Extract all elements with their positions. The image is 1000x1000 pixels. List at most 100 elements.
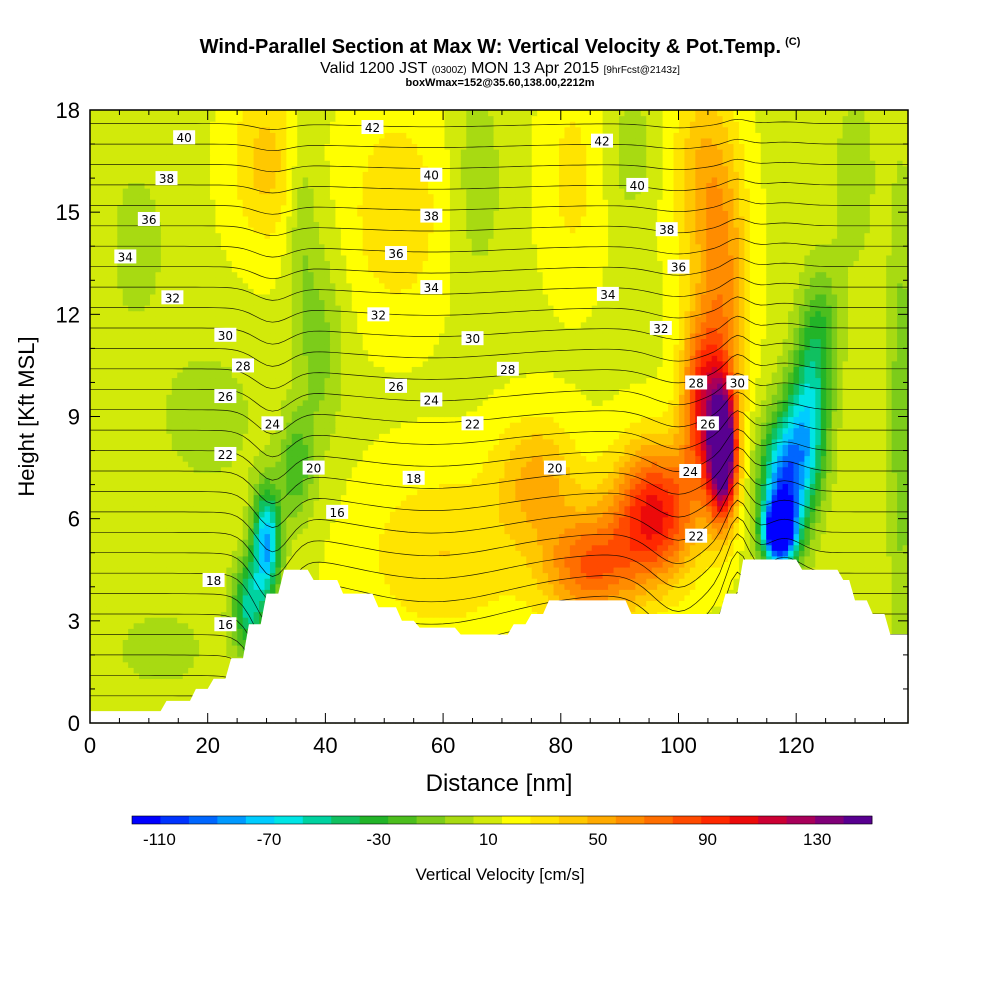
contour-label-box: [114, 249, 137, 264]
contour-label: 36: [671, 261, 686, 275]
contour-label: 18: [406, 472, 421, 486]
contour-label-box: [385, 246, 408, 261]
x-tick-label: 80: [549, 733, 573, 758]
contour-label-box: [649, 320, 672, 335]
contour-label: 32: [653, 322, 668, 336]
colorbar-swatch: [786, 816, 816, 824]
colorbar-swatch: [615, 816, 645, 824]
contour-label-box: [626, 177, 649, 192]
terrain-mask: [90, 559, 908, 723]
contour-label-box: [590, 133, 613, 148]
contour-label-box: [302, 460, 325, 475]
contour-label: 42: [365, 121, 380, 135]
contour-label: 26: [700, 417, 715, 431]
chart-subtitle: Valid 1200 JST (0300Z) MON 13 Apr 2015 […: [0, 60, 1000, 78]
y-tick-label: 15: [56, 200, 80, 225]
colorbar-tick-label: 10: [479, 830, 498, 849]
contour-label-box: [420, 392, 443, 407]
contour-label-box: [214, 446, 237, 461]
forecast-info: [9hrFcst@2143z]: [603, 65, 680, 76]
contour-label-box: [420, 167, 443, 182]
colorbar-swatch: [217, 816, 247, 824]
colorbar-swatch: [587, 816, 617, 824]
contour-label-box: [137, 211, 160, 226]
colorbar-swatch: [160, 816, 190, 824]
contour-label-box: [214, 617, 237, 632]
colorbar-tick-label: 50: [588, 830, 607, 849]
colorbar-swatch: [530, 816, 560, 824]
y-tick-label: 18: [56, 98, 80, 123]
colorbar-swatch: [815, 816, 844, 824]
contour-label-box: [726, 375, 749, 390]
colorbar-swatch: [729, 816, 759, 824]
colorbar-swatch: [758, 816, 788, 824]
contour-label: 38: [159, 172, 174, 186]
x-tick-label: 20: [195, 733, 219, 758]
contour-label-box: [543, 460, 566, 475]
contour-label: 34: [118, 250, 133, 264]
contour-label: 40: [177, 131, 192, 145]
colorbar-swatch: [558, 816, 588, 824]
contour-label: 20: [306, 462, 321, 476]
contour-label: 34: [424, 281, 439, 295]
contour-label: 20: [547, 462, 562, 476]
colorbar-swatch: [672, 816, 702, 824]
colorbar-swatch: [302, 816, 332, 824]
contour-label-box: [496, 361, 519, 376]
contour-label-box: [685, 375, 708, 390]
contour-label-box: [214, 327, 237, 342]
contour-label: 16: [218, 618, 233, 632]
colorbar-tick-label: -110: [143, 830, 176, 849]
colorbar-swatch: [701, 816, 731, 824]
colorbar: -110 -70 -30 10 50 90 130 Vertical Velocity [cm…: [131, 815, 873, 884]
contour-label: 26: [218, 390, 233, 404]
valid-utc: (0300Z): [431, 65, 467, 76]
contour-label: 30: [465, 332, 480, 346]
contour-label-box: [385, 378, 408, 393]
contour-label-box: [596, 286, 619, 301]
contour-label-box: [667, 259, 690, 274]
y-tick-label: 6: [68, 507, 80, 532]
contour-label-box: [685, 528, 708, 543]
colorbar-swatch: [359, 816, 389, 824]
contour-label: 38: [659, 223, 674, 237]
x-tick-label: 0: [84, 733, 96, 758]
contour-label-box: [679, 463, 702, 478]
contour-label-box: [155, 171, 178, 186]
contour-label: 30: [218, 329, 233, 343]
contour-label: 24: [683, 465, 698, 479]
x-tick-label: 40: [313, 733, 337, 758]
contour-label: 16: [330, 506, 345, 520]
contour-label: 34: [600, 288, 615, 302]
colorbar-label: Vertical Velocity [cm/s]: [415, 865, 584, 884]
contour-label-box: [202, 572, 225, 587]
contour-label: 22: [689, 530, 704, 544]
contour-label-box: [420, 208, 443, 223]
contour-label: 22: [465, 417, 480, 431]
colorbar-swatch: [388, 816, 418, 824]
y-axis-label: Height [Kft MSL]: [14, 336, 39, 496]
contour-label-box: [461, 416, 484, 431]
colorbar-swatch: [331, 816, 361, 824]
contour-label: 24: [265, 417, 280, 431]
colorbar-tick-label: -30: [366, 830, 391, 849]
colorbar-frame: [131, 815, 873, 825]
contour-label-box: [173, 130, 196, 145]
contour-label: 38: [424, 210, 439, 224]
x-tick-label: 120: [778, 733, 815, 758]
contour-label: 40: [630, 179, 645, 193]
contour-label: 22: [218, 448, 233, 462]
chart-title: Wind-Parallel Section at Max W: Vertical…: [199, 36, 801, 58]
contour-label: 32: [371, 308, 386, 322]
contour-label: 26: [388, 380, 403, 394]
title-tag: (C): [785, 36, 801, 49]
contour-label-box: [214, 389, 237, 404]
valid-prefix: Valid 1200 JST: [320, 60, 428, 77]
colorbar-tick-label: 90: [698, 830, 717, 849]
colorbar-swatch: [245, 816, 275, 824]
contour-label: 36: [388, 247, 403, 261]
colorbar-swatch: [132, 816, 161, 824]
contour-label-box: [232, 358, 255, 373]
y-tick-label: 9: [68, 405, 80, 430]
